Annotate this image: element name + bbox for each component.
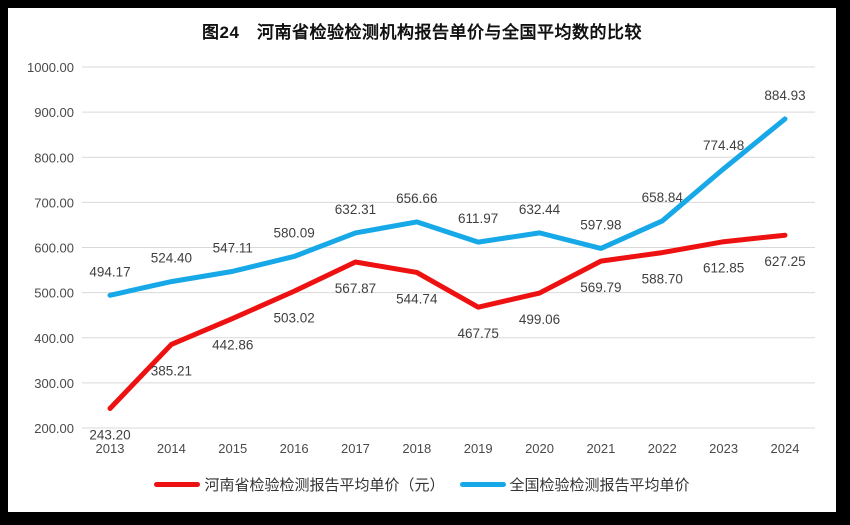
data-label: 503.02 xyxy=(273,310,314,325)
y-tick-label: 500.00 xyxy=(34,286,74,301)
y-tick-label: 300.00 xyxy=(34,376,74,391)
legend-item-national: 全国检验检测报告平均单价 xyxy=(459,474,690,495)
x-tick-label: 2018 xyxy=(402,441,431,456)
chart-legend: 河南省检验检测报告平均单价（元） 全国检验检测报告平均单价 xyxy=(8,474,836,495)
chart-page: 图24 河南省检验检测机构报告单价与全国平均数的比较 200.00 300.00 4… xyxy=(8,8,836,512)
data-label: 544.74 xyxy=(396,291,438,306)
line-chart: 200.00 300.00 400.00 500.00 600.00 700.00 800.… xyxy=(27,60,815,456)
data-label: 611.97 xyxy=(458,211,498,226)
data-label: 656.66 xyxy=(396,191,437,206)
series-line xyxy=(107,232,788,412)
data-label: 494.17 xyxy=(89,264,130,279)
x-tick-label: 2016 xyxy=(280,441,309,456)
y-tick-label: 700.00 xyxy=(34,195,74,210)
x-tick-label: 2022 xyxy=(648,441,677,456)
data-label: 627.25 xyxy=(764,254,805,269)
data-label: 580.09 xyxy=(273,225,314,240)
data-label: 467.75 xyxy=(458,326,499,341)
legend-item-henan: 河南省检验检测报告平均单价（元） xyxy=(154,474,445,495)
y-tick-label: 800.00 xyxy=(34,150,74,165)
data-label: 774.48 xyxy=(703,138,744,153)
data-label: 884.93 xyxy=(764,88,805,103)
x-tick-label: 2020 xyxy=(525,441,554,456)
data-label: 442.86 xyxy=(212,337,253,352)
y-tick-label: 900.00 xyxy=(34,105,74,120)
x-tick-label: 2024 xyxy=(771,441,800,456)
x-tick-label: 2015 xyxy=(218,441,247,456)
blue-line-swatch-icon xyxy=(459,482,506,487)
y-tick-label: 600.00 xyxy=(34,241,74,256)
x-tick-label: 2023 xyxy=(709,441,738,456)
data-label: 597.98 xyxy=(580,217,621,232)
x-tick-label: 2014 xyxy=(157,441,186,456)
data-label: 569.79 xyxy=(580,280,621,295)
legend-label-henan: 河南省检验检测报告平均单价（元） xyxy=(204,477,445,494)
data-label: 612.85 xyxy=(703,261,744,276)
y-tick-label: 200.00 xyxy=(34,421,74,436)
x-tick-label: 2017 xyxy=(341,441,370,456)
data-label: 658.84 xyxy=(642,190,684,205)
data-label: 632.44 xyxy=(519,202,561,217)
data-label: 567.87 xyxy=(335,281,376,296)
y-tick-label: 400.00 xyxy=(34,331,74,346)
data-label: 547.11 xyxy=(213,240,253,255)
legend-label-national: 全国检验检测报告平均单价 xyxy=(509,477,690,494)
data-label: 632.31 xyxy=(335,202,376,217)
red-line-swatch-icon xyxy=(154,482,201,487)
series-line xyxy=(107,116,788,298)
data-label: 243.20 xyxy=(89,428,130,443)
data-label: 499.06 xyxy=(519,312,560,327)
chart-title: 图24 河南省检验检测机构报告单价与全国平均数的比较 xyxy=(202,23,642,42)
data-label: 524.40 xyxy=(151,251,192,266)
x-tick-label: 2019 xyxy=(464,441,493,456)
x-tick-label: 2021 xyxy=(586,441,615,456)
y-tick-label: 1000.00 xyxy=(27,60,74,75)
x-tick-label: 2013 xyxy=(96,441,125,456)
data-label: 588.70 xyxy=(642,272,683,287)
data-label: 385.21 xyxy=(151,363,192,378)
